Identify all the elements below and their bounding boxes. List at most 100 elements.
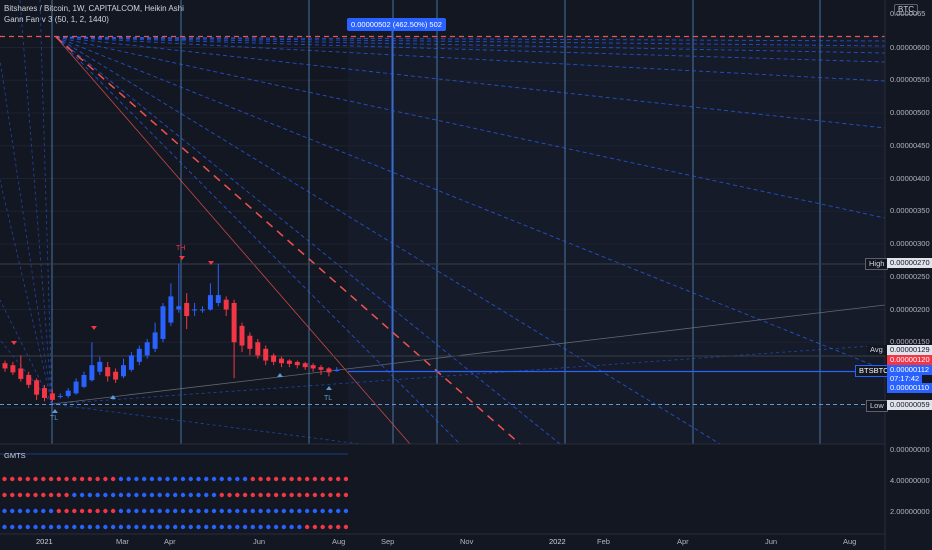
gmts-dot-1-34 <box>266 492 271 498</box>
gmts-dot-3-32 <box>250 524 256 530</box>
candle-body-28 <box>223 299 229 310</box>
candle-body-4 <box>34 380 40 395</box>
gmts-dot-3-17 <box>134 524 139 530</box>
up-marker-1 <box>52 409 58 413</box>
candle-body-11 <box>89 365 95 381</box>
gmts-dot-3-30 <box>235 524 240 530</box>
gmts-dot-2-30 <box>235 508 240 514</box>
gmts-dot-3-25 <box>196 524 201 530</box>
gmts-dot-0-16 <box>126 476 131 482</box>
gmts-dot-1-8 <box>64 492 69 498</box>
gmts-dot-3-16 <box>126 524 131 530</box>
currency-badge[interactable]: BTC <box>894 4 918 15</box>
gmts-dot-0-34 <box>266 476 271 482</box>
gmts-dot-2-17 <box>134 508 139 514</box>
gmts-dot-1-14 <box>110 492 116 498</box>
gmts-dot-1-28 <box>219 492 224 498</box>
gmts-dot-2-9 <box>72 508 77 514</box>
gmts-dot-2-7 <box>56 508 62 514</box>
candle-body-25 <box>200 309 205 311</box>
gmts-dot-0-2 <box>17 476 23 482</box>
gmts-pane-title[interactable]: GMTS <box>4 451 26 460</box>
price-tick: 0.00000600 <box>890 42 930 52</box>
gmts-dot-3-0 <box>2 524 7 530</box>
gmts-dot-1-35 <box>273 492 279 498</box>
time-tick: Aug <box>843 537 857 546</box>
gmts-dot-2-22 <box>173 508 178 514</box>
indicator-title[interactable]: Gann Fan v 3 (50, 1, 2, 1440) <box>4 15 109 24</box>
horizontal-grid <box>0 47 885 409</box>
cycle-lines <box>51 0 821 444</box>
gmts-dot-3-9 <box>72 524 77 530</box>
gmts-dot-2-21 <box>165 508 170 514</box>
gmts-dot-2-39 <box>304 508 310 514</box>
gmts-dot-0-30 <box>235 476 240 482</box>
indicator-axis-0: 0.00000000 <box>890 445 930 454</box>
chart-symbol-title[interactable]: Bitshares / Bitcoin, 1W, CAPITALCOM, Hei… <box>4 4 184 13</box>
candle-body-26 <box>207 295 213 310</box>
gmts-dot-2-14 <box>110 508 116 514</box>
gmts-dot-0-27 <box>211 476 217 482</box>
candle-body-16 <box>128 355 134 370</box>
candle-body-8 <box>65 390 71 396</box>
time-tick: 2022 <box>549 537 566 546</box>
gmts-dot-0-5 <box>41 476 46 482</box>
gmts-dot-0-23 <box>180 476 186 482</box>
avg-value: 0.00000129 <box>887 345 932 355</box>
avg-label: Avg <box>867 345 886 355</box>
fan-line-0 <box>55 36 886 42</box>
candle-body-15 <box>121 365 126 377</box>
fan-left-4 <box>19 0 53 405</box>
gmts-dot-2-37 <box>289 508 294 514</box>
gmts-dot-1-9 <box>72 492 77 498</box>
candle-body-21 <box>168 296 174 323</box>
fan-line-4 <box>55 36 886 82</box>
fan-line-7 <box>55 36 886 371</box>
gmts-dot-1-25 <box>196 492 201 498</box>
gmts-dot-2-5 <box>41 508 46 514</box>
measure-label: 0.00000502 (462.50%) 502 <box>347 18 446 31</box>
gmts-dot-1-1 <box>10 492 15 498</box>
candle-body-5 <box>42 388 47 398</box>
gmts-dot-0-44 <box>343 476 349 482</box>
candle-body-2 <box>18 368 24 379</box>
fan-line-3 <box>55 36 886 63</box>
gmts-dot-2-27 <box>211 508 217 514</box>
gmts-dot-1-29 <box>227 492 232 498</box>
candle-body-1 <box>10 365 16 373</box>
gmts-dot-2-4 <box>33 508 38 514</box>
price-tick: 0.00000450 <box>890 140 930 150</box>
down-marker-3 <box>179 256 185 260</box>
candle-body-39 <box>310 365 316 369</box>
gmts-dot-0-31 <box>242 476 248 482</box>
gmts-dot-0-14 <box>110 476 116 482</box>
gmts-dot-1-31 <box>242 492 248 498</box>
gmts-dot-0-24 <box>188 476 193 482</box>
gmts-dot-2-1 <box>10 508 15 514</box>
gmts-dot-2-19 <box>149 508 155 514</box>
price-tick: 0.00000350 <box>890 206 930 216</box>
gmts-dot-1-6 <box>48 492 54 498</box>
gmts-dot-3-6 <box>48 524 54 530</box>
gmts-dot-3-34 <box>266 524 271 530</box>
candle-body-42 <box>334 369 340 372</box>
gmts-dot-0-22 <box>173 476 178 482</box>
candle-body-0 <box>2 363 8 369</box>
gmts-dot-3-24 <box>188 524 193 530</box>
gmts-dot-0-39 <box>304 476 310 482</box>
time-tick: Nov <box>460 537 474 546</box>
high-value: 0.00000270 <box>887 258 932 268</box>
gmts-dot-0-29 <box>227 476 232 482</box>
fan-left-3 <box>0 59 53 405</box>
gmts-dot-3-31 <box>242 524 248 530</box>
gmts-dot-0-17 <box>134 476 139 482</box>
gmts-dot-1-36 <box>281 492 287 498</box>
gmts-dot-3-1 <box>10 524 15 530</box>
gmts-dot-1-21 <box>165 492 170 498</box>
gmts-dot-3-14 <box>110 524 116 530</box>
time-tick: Sep <box>381 537 395 546</box>
gmts-dot-3-23 <box>180 524 186 530</box>
trend-line <box>51 304 886 405</box>
gmts-dot-0-25 <box>196 476 201 482</box>
